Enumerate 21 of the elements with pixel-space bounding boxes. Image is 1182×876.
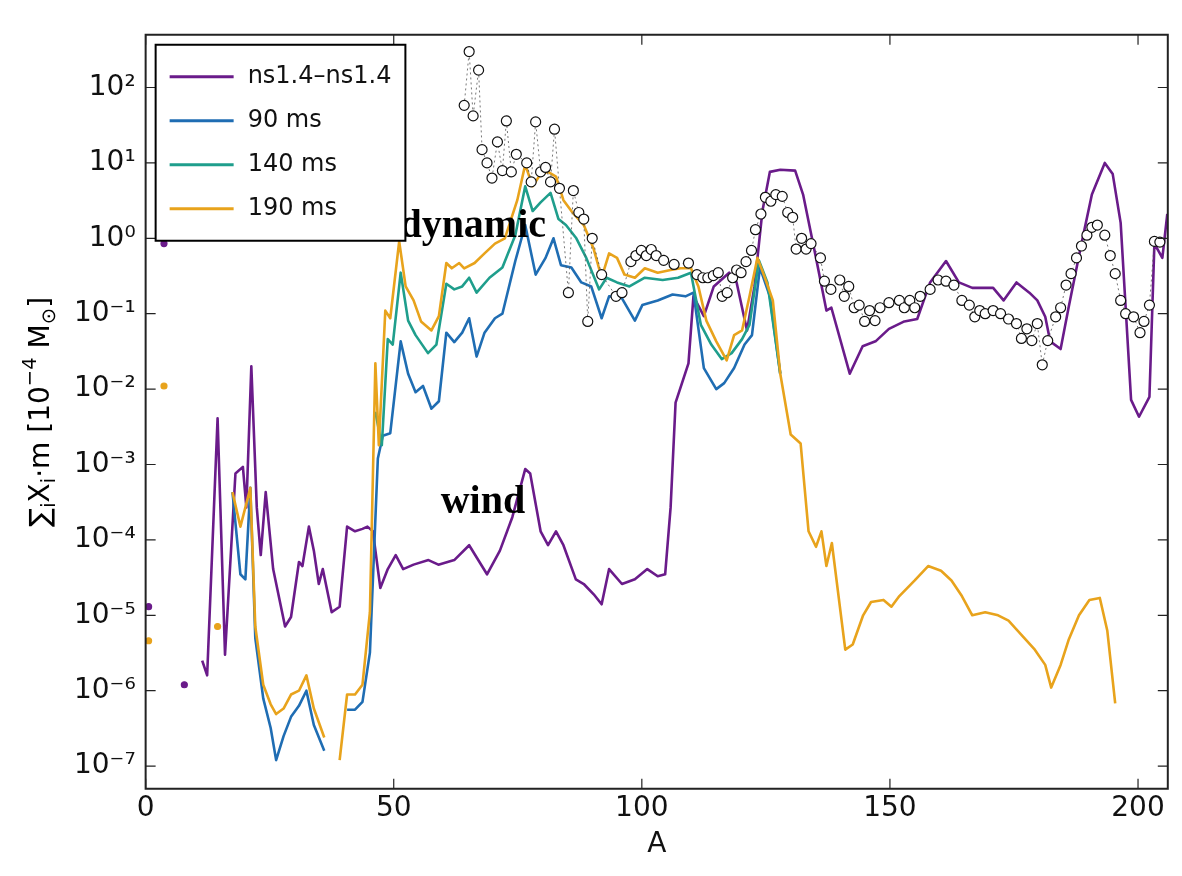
x-tick-label: 0 [136, 789, 155, 823]
y-tick-label: 10⁰ [88, 219, 136, 253]
legend-label: ns1.4–ns1.4 [247, 61, 392, 90]
text: ∑iXi·m [10−4 M⊙] [18, 296, 61, 527]
x-tick-label: 200 [1111, 789, 1165, 823]
y-tick-label: 10² [88, 68, 136, 102]
y-tick-label: 10¹ [88, 144, 136, 178]
y-tick-label: 10⁻⁷ [73, 747, 136, 781]
y-tick-label: 10⁻⁶ [73, 671, 136, 705]
x-tick-label: 100 [615, 789, 669, 823]
legend-label: 90 ms [247, 105, 322, 134]
legend-label: 140 ms [247, 149, 337, 178]
x-tick-label: 150 [863, 789, 917, 823]
y-tick-label: 10⁻² [73, 370, 136, 404]
y-tick-label: 10⁻³ [73, 445, 136, 479]
y-tick-label: 10⁻¹ [73, 294, 136, 328]
x-tick-label: 50 [375, 789, 412, 823]
y-tick-label: 10⁻⁴ [73, 521, 136, 555]
legend-label: 190 ms [247, 193, 337, 222]
x-axis-title: A [647, 826, 667, 860]
y-tick-label: 10⁻⁵ [73, 596, 136, 630]
